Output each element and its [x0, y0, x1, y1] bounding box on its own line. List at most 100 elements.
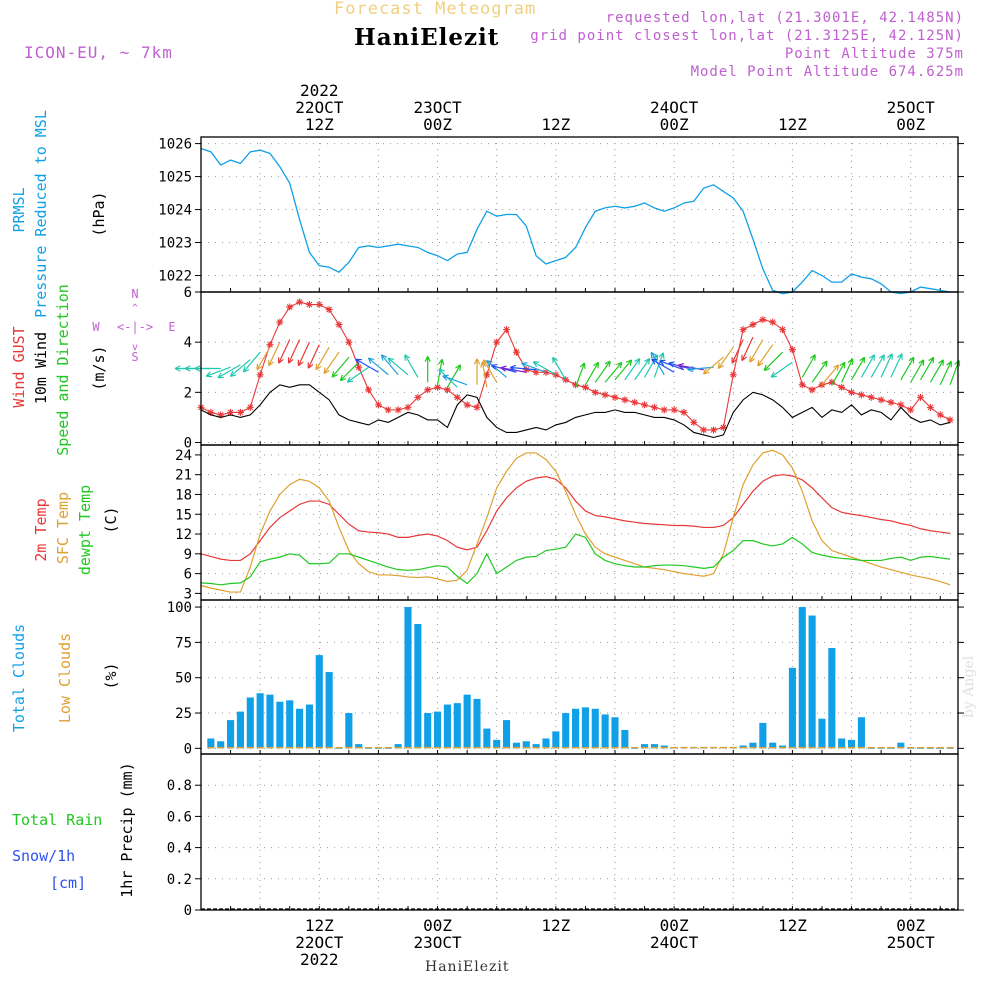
y-tick-label: 21	[175, 468, 192, 484]
y-tick-label: 3	[184, 586, 192, 602]
gust-marker	[443, 386, 451, 394]
wind-direction-arrow	[268, 341, 281, 367]
total-cloud-bar	[542, 738, 550, 749]
low-cloud-bar	[552, 746, 560, 749]
y-tick-label: 6	[184, 567, 192, 583]
low-cloud-bar	[207, 746, 215, 749]
low-cloud-bar	[365, 746, 373, 749]
temp-sfc-label: SFC Temp	[54, 492, 72, 564]
gust-marker	[680, 408, 688, 416]
gust-marker	[365, 386, 373, 394]
total-cloud-bar	[838, 738, 846, 749]
gust-marker	[236, 408, 244, 416]
pressure-unit-label: (hPa)	[90, 191, 108, 236]
gust-marker	[710, 426, 718, 434]
wind-direction-arrow	[404, 354, 419, 378]
panel-precip: 0 0.2 0.4 0.6 0.8	[167, 753, 964, 919]
low-cloud-bar	[690, 746, 698, 749]
gust-marker	[374, 401, 382, 409]
wind-direction-arrow	[315, 346, 330, 371]
low-cloud-bar	[916, 746, 925, 749]
wind-direction-arrow	[446, 364, 462, 388]
total-cloud-bar	[473, 698, 481, 749]
gust-marker	[749, 321, 757, 329]
low-cloud-bar	[463, 746, 471, 749]
low-cloud-bar	[443, 746, 451, 749]
gust-marker	[946, 416, 954, 424]
wind-direction-arrow	[614, 359, 633, 381]
top-time-label: 12Z	[541, 115, 570, 134]
total-cloud-bar	[394, 744, 402, 749]
total-cloud-bar	[463, 694, 471, 749]
total-cloud-bar	[266, 694, 274, 749]
y-tick-label: 0	[184, 741, 192, 757]
wind-direction-arrow	[331, 356, 350, 378]
low-cloud-bar	[729, 746, 737, 749]
gust-marker	[384, 406, 392, 414]
wind-direction-arrow	[256, 346, 271, 371]
low-cloud-bar	[374, 746, 382, 749]
temp-line-sfc	[200, 449, 951, 593]
station-name: HaniElezit	[354, 24, 500, 51]
gust-marker	[355, 363, 363, 371]
gust-marker	[296, 298, 304, 306]
y-tick-label: 0.4	[167, 841, 192, 857]
y-tick-label: 0.8	[167, 778, 192, 794]
wind-direction-arrow	[532, 361, 557, 376]
bottom-time-label: 12Z	[541, 916, 570, 935]
model-altitude: Model Point Altitude 674.625m	[690, 64, 964, 80]
wind-direction-arrow	[278, 339, 291, 364]
gust-marker	[611, 393, 619, 401]
wind-direction-arrow	[242, 351, 261, 373]
compass-up: ^	[132, 303, 138, 314]
wind-10m-label: 10m Wind	[32, 332, 50, 404]
compass-down: v	[132, 342, 138, 353]
low-cloud-bar	[818, 746, 826, 749]
low-cloud-bar	[710, 746, 718, 749]
gust-marker	[591, 388, 599, 396]
panel-wind: 0 2 4 6	[174, 285, 964, 451]
wind-direction-arrow	[424, 356, 431, 383]
gust-marker	[463, 401, 471, 409]
gust-marker	[877, 396, 885, 404]
wind-direction-arrow	[770, 361, 793, 378]
wind-direction-arrow	[355, 358, 379, 373]
gust-marker	[276, 318, 284, 326]
wind-direction-arrow	[939, 360, 952, 386]
total-cloud-bar	[552, 731, 560, 749]
gust-marker	[838, 383, 846, 391]
total-clouds-label: Total Clouds	[10, 624, 28, 732]
gust-marker	[798, 381, 806, 389]
snow-legend: Snow/1h	[12, 847, 75, 865]
gust-marker	[512, 348, 520, 356]
low-cloud-bar	[739, 746, 747, 749]
top-time-label: 2022	[300, 81, 339, 100]
low-cloud-bar	[305, 746, 313, 749]
panel-frame	[200, 599, 959, 755]
wind-direction-arrow	[486, 359, 507, 378]
wind-direction-arrow	[851, 356, 866, 381]
low-cloud-bar	[483, 746, 491, 749]
gust-marker	[503, 326, 511, 334]
total-cloud-bar	[818, 718, 826, 749]
wind-gust-label: Wind GUST	[10, 326, 28, 407]
wind-direction-arrow	[763, 351, 783, 372]
low-cloud-bar	[680, 746, 688, 749]
low-cloud-bar	[847, 746, 856, 749]
wind-direction-arrow	[870, 354, 885, 378]
gust-marker	[414, 393, 422, 401]
gust-marker	[286, 303, 294, 311]
wind-direction-arrow	[473, 358, 481, 385]
bottom-time-label: 22OCT	[295, 933, 344, 952]
gust-marker	[917, 393, 925, 401]
wind-direction-arrow	[687, 365, 714, 373]
panel-frame	[200, 753, 959, 911]
gust-marker	[246, 403, 254, 411]
total-cloud-bar	[808, 615, 816, 749]
y-tick-label: 75	[175, 635, 192, 651]
low-cloud-bar	[769, 746, 777, 749]
gust-marker	[404, 403, 412, 411]
compass-n: N	[131, 287, 138, 301]
total-cloud-bar	[631, 748, 639, 749]
total-cloud-bar	[365, 748, 373, 749]
